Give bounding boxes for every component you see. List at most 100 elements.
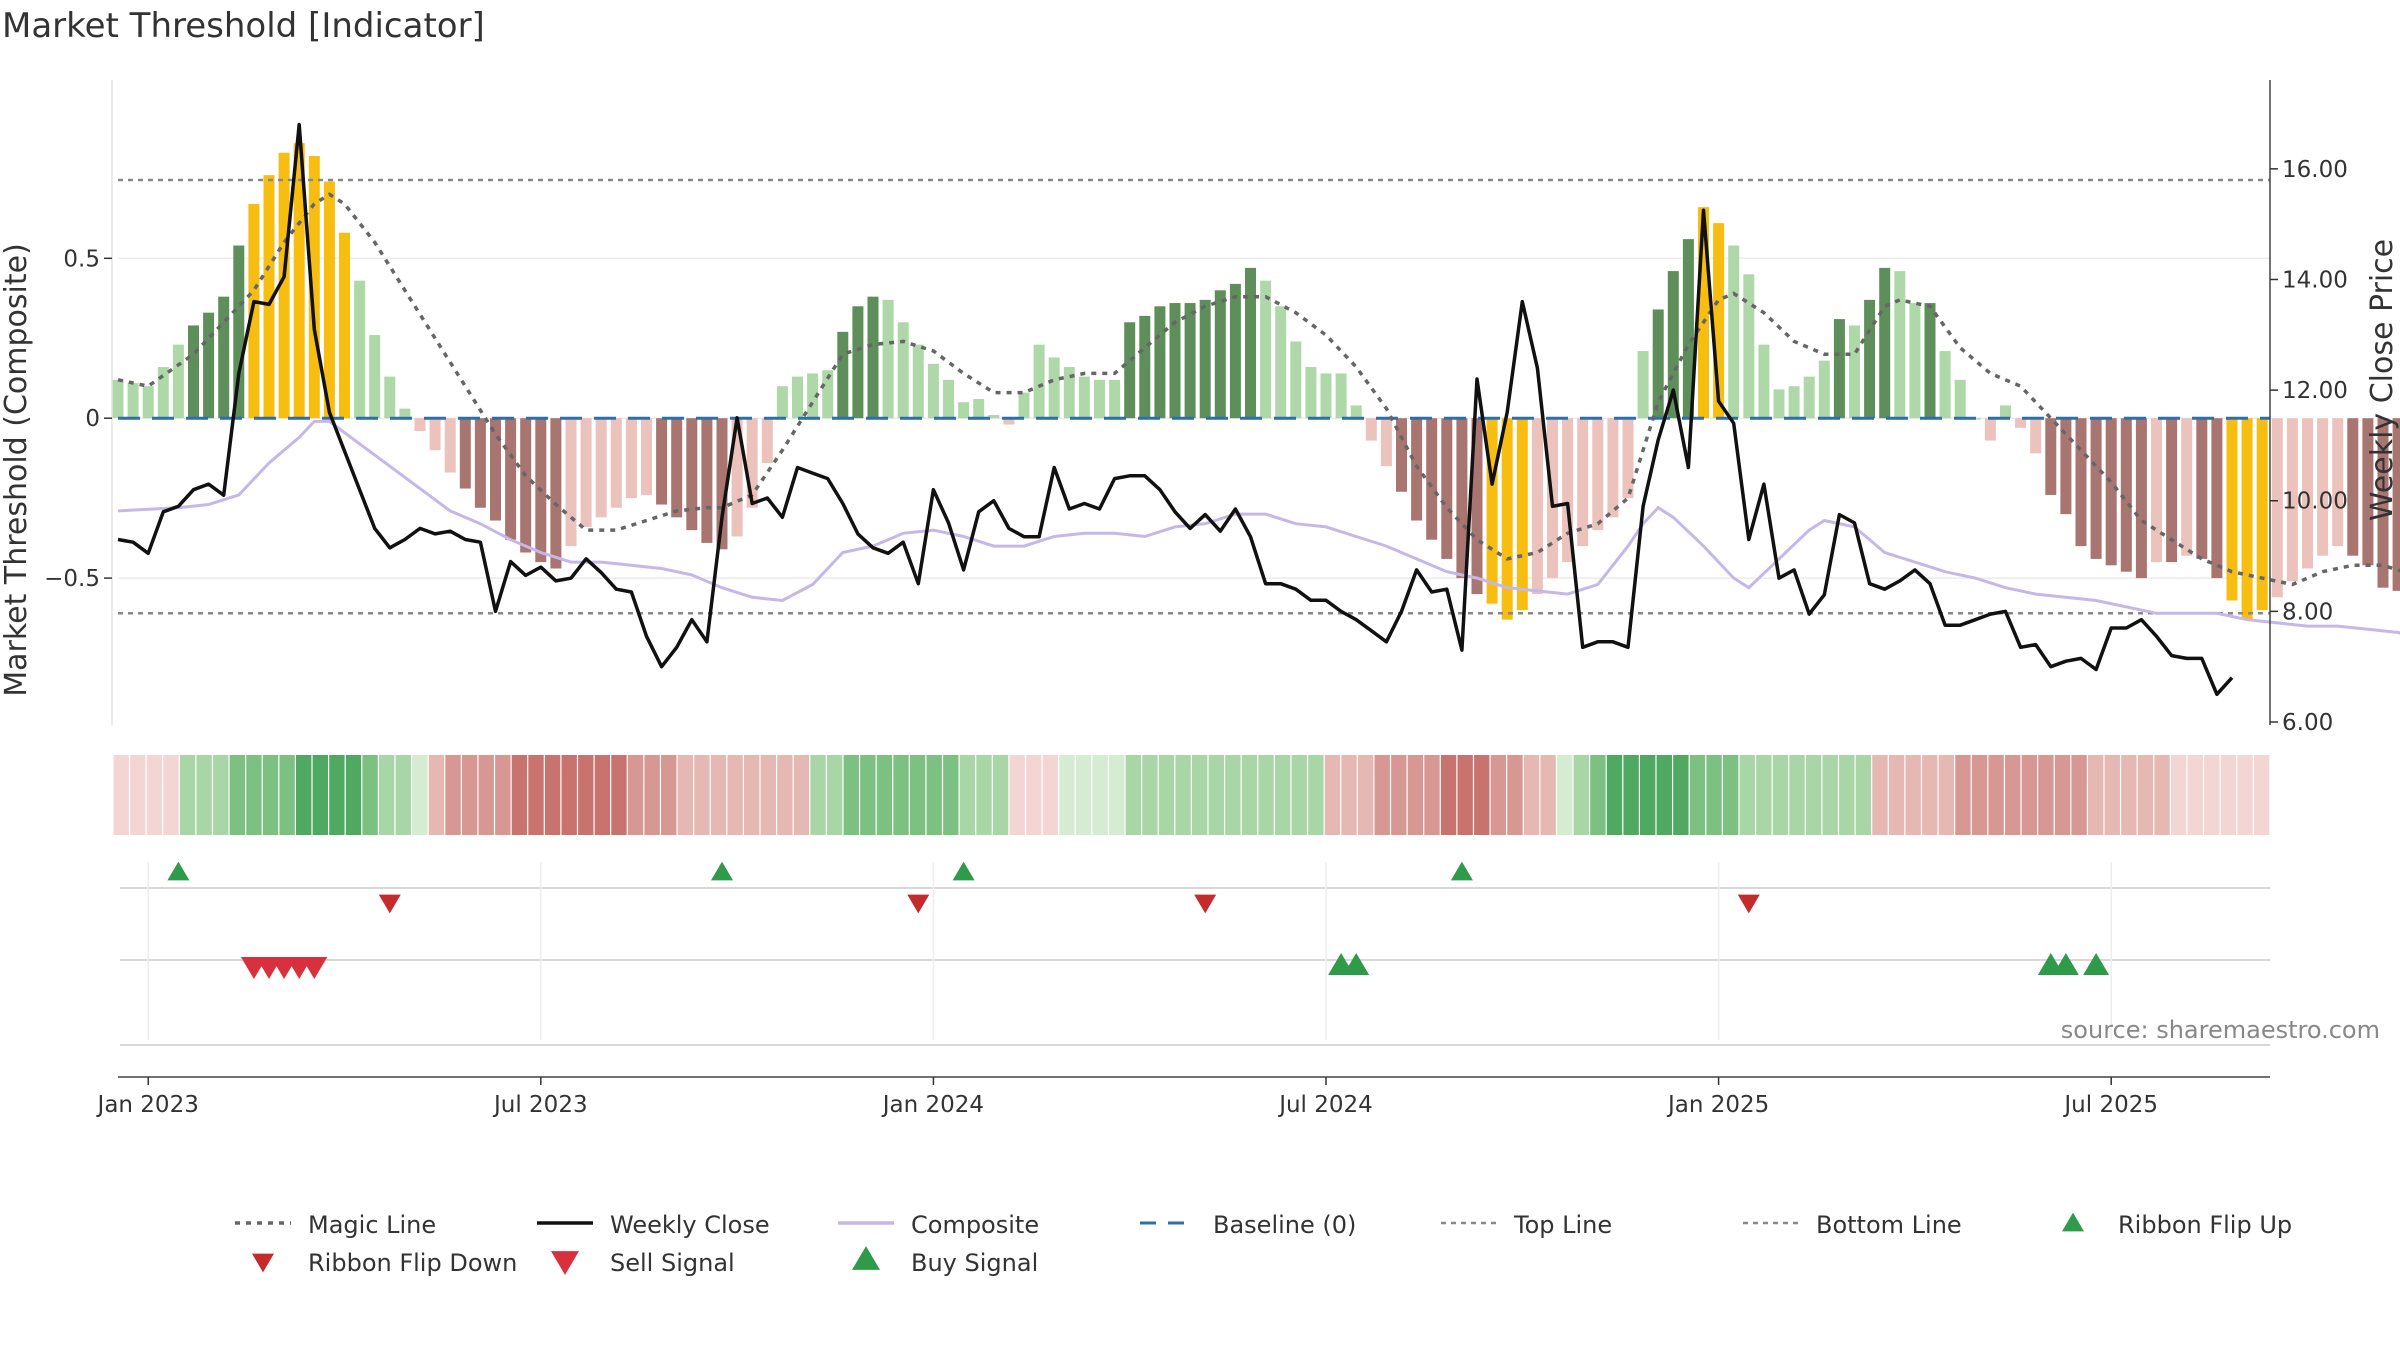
composite-bar xyxy=(852,306,864,419)
composite-bar xyxy=(1139,315,1151,419)
ribbon-cell xyxy=(1407,755,1424,835)
ribbon-cell xyxy=(262,755,279,835)
ribbon-cell xyxy=(1955,755,1971,835)
composite-bar xyxy=(399,408,411,419)
ribbon-cell xyxy=(1075,755,1092,835)
composite-bar xyxy=(701,418,713,543)
composite-bar xyxy=(1516,418,1528,611)
legend-label: Sell Signal xyxy=(610,1249,735,1277)
ribbon-cell xyxy=(926,755,942,835)
ribbon-flip-up-marker xyxy=(952,861,975,881)
composite-bar xyxy=(505,418,517,540)
ribbon-cell xyxy=(627,755,644,835)
composite-bar xyxy=(1094,379,1105,419)
composite-bar xyxy=(293,143,305,419)
composite-bar xyxy=(1199,299,1211,419)
ribbon-cell xyxy=(246,755,262,835)
signal-rows xyxy=(120,861,2270,1046)
right-tick-label: 8.00 xyxy=(2282,599,2333,625)
ribbon-cell xyxy=(1922,755,1938,835)
ribbon-cell xyxy=(1822,755,1838,835)
composite-bar xyxy=(1562,418,1574,563)
right-tick-label: 6.00 xyxy=(2282,710,2333,736)
right-tick-label: 12.00 xyxy=(2282,378,2348,404)
composite-bar xyxy=(157,367,169,419)
composite-bar xyxy=(897,322,909,419)
ribbon-strip xyxy=(113,755,2270,835)
composite-bar xyxy=(1577,418,1589,547)
composite-bar xyxy=(474,418,486,508)
ribbon-cell xyxy=(1026,755,1042,835)
composite-bar xyxy=(656,418,668,505)
ribbon-cell xyxy=(677,755,694,835)
composite-bar xyxy=(323,181,335,419)
ribbon-cell xyxy=(1938,755,1955,835)
composite-bar xyxy=(1169,303,1181,419)
composite-bar xyxy=(218,296,230,419)
composite-bar xyxy=(1758,344,1770,419)
composite-bar xyxy=(1954,379,1966,419)
legend-label: Ribbon Flip Down xyxy=(308,1249,517,1277)
ribbon-cell xyxy=(1639,755,1656,835)
composite-bar xyxy=(1350,405,1362,419)
composite-bar xyxy=(248,203,260,419)
composite-bar xyxy=(112,379,124,419)
composite-bar xyxy=(354,280,366,419)
composite-bar xyxy=(1879,267,1891,419)
ribbon-cell xyxy=(1490,755,1507,835)
ribbon-cell xyxy=(1274,755,1291,835)
right-tick-label: 10.00 xyxy=(2282,489,2348,515)
composite-bar xyxy=(263,175,275,419)
ribbon-cell xyxy=(2087,755,2104,835)
x-tick-label: Jan 2024 xyxy=(881,1092,984,1118)
composite-bar xyxy=(2060,418,2072,515)
ribbon-cell xyxy=(2237,755,2253,835)
composite-bar xyxy=(2015,418,2027,428)
composite-bar xyxy=(2090,418,2102,559)
composite-bar xyxy=(2332,418,2344,547)
legend-label: Buy Signal xyxy=(911,1249,1038,1277)
composite-bar xyxy=(716,418,728,550)
ribbon-cell xyxy=(1606,755,1623,835)
ribbon-cell xyxy=(1656,755,1672,835)
ribbon-cell xyxy=(2170,755,2187,835)
ribbon-cell xyxy=(345,755,362,835)
composite-bar xyxy=(1501,418,1513,620)
ribbon-cell xyxy=(146,755,163,835)
composite-bar xyxy=(610,418,622,508)
ribbon-cell xyxy=(959,755,976,835)
ribbon-cell xyxy=(362,755,378,835)
chart-title: Market Threshold [Indicator] xyxy=(2,6,485,46)
ribbon-cell xyxy=(1888,755,1905,835)
ribbon-cell xyxy=(760,755,776,835)
composite-bar xyxy=(2256,418,2268,611)
reference-lines xyxy=(118,178,2270,615)
ribbon-cell xyxy=(1109,755,1125,835)
legend-label: Ribbon Flip Up xyxy=(2118,1211,2292,1239)
ribbon-cell xyxy=(1457,755,1473,835)
legend-label: Baseline (0) xyxy=(1213,1211,1356,1239)
ribbon-cell xyxy=(611,755,627,835)
ribbon-cell xyxy=(644,755,660,835)
composite-bar xyxy=(2030,418,2042,454)
ribbon-cell xyxy=(727,755,743,835)
composite-bar xyxy=(1380,418,1392,467)
composite-bar xyxy=(2166,418,2178,563)
source-label: source: sharemaestro.com xyxy=(2061,1016,2380,1044)
ribbon-cell xyxy=(710,755,727,835)
composite-bar xyxy=(1773,389,1785,419)
composite-bar xyxy=(1124,322,1136,419)
composite-bar xyxy=(308,155,320,419)
composite-bar xyxy=(2347,418,2359,556)
ribbon-cell xyxy=(1225,755,1241,835)
ribbon-cell xyxy=(1523,755,1540,835)
ribbon-cell xyxy=(130,755,146,835)
ribbon-cell xyxy=(1042,755,1059,835)
composite-bar xyxy=(369,335,381,419)
ribbon-flip-down-marker xyxy=(1737,894,1760,914)
ribbon-cell xyxy=(312,755,328,835)
ribbon-cell xyxy=(544,755,561,835)
composite-bar xyxy=(731,418,743,537)
ribbon-cell xyxy=(1009,755,1025,835)
composite-bar xyxy=(565,418,577,547)
